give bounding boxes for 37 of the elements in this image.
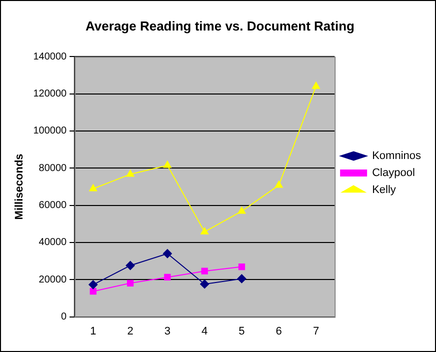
chart-title: Average Reading time vs. Document Rating bbox=[86, 18, 355, 34]
x-tick-label: 7 bbox=[312, 325, 320, 338]
y-tick-label: 20000 bbox=[38, 274, 68, 286]
x-tick-label: 4 bbox=[202, 325, 208, 338]
point bbox=[238, 206, 246, 214]
point bbox=[162, 249, 172, 258]
point bbox=[126, 170, 134, 177]
y-tick-label: 40000 bbox=[38, 237, 68, 248]
point bbox=[238, 263, 246, 270]
legend-label: Komninos bbox=[372, 150, 422, 162]
point bbox=[126, 280, 134, 286]
point bbox=[201, 268, 208, 274]
point bbox=[90, 288, 96, 295]
legend-label: Claypool bbox=[372, 167, 415, 180]
point bbox=[312, 82, 320, 89]
y-tick-label: 80000 bbox=[38, 162, 68, 174]
x-tick-label: 5 bbox=[238, 325, 245, 338]
y-tick-label: 100000 bbox=[33, 126, 67, 137]
x-tick-label: 2 bbox=[127, 325, 134, 338]
point bbox=[164, 274, 171, 281]
point bbox=[200, 280, 210, 289]
point bbox=[163, 160, 172, 168]
point bbox=[200, 227, 209, 234]
point bbox=[88, 280, 98, 290]
point bbox=[89, 184, 98, 192]
y-tick-label: 140000 bbox=[33, 51, 67, 62]
y-axis-title: Milliseconds bbox=[14, 154, 26, 220]
x-tick-label: 3 bbox=[164, 325, 170, 338]
y-tick-label: 120000 bbox=[33, 88, 67, 100]
point bbox=[237, 274, 246, 284]
point bbox=[274, 180, 283, 188]
y-tick-label: 60000 bbox=[38, 200, 68, 212]
x-tick-label: 1 bbox=[90, 325, 96, 338]
point bbox=[126, 261, 135, 270]
x-tick-label: 6 bbox=[276, 325, 282, 338]
legend-label: Kelly bbox=[372, 184, 396, 196]
y-tick-label: 0 bbox=[61, 312, 68, 323]
